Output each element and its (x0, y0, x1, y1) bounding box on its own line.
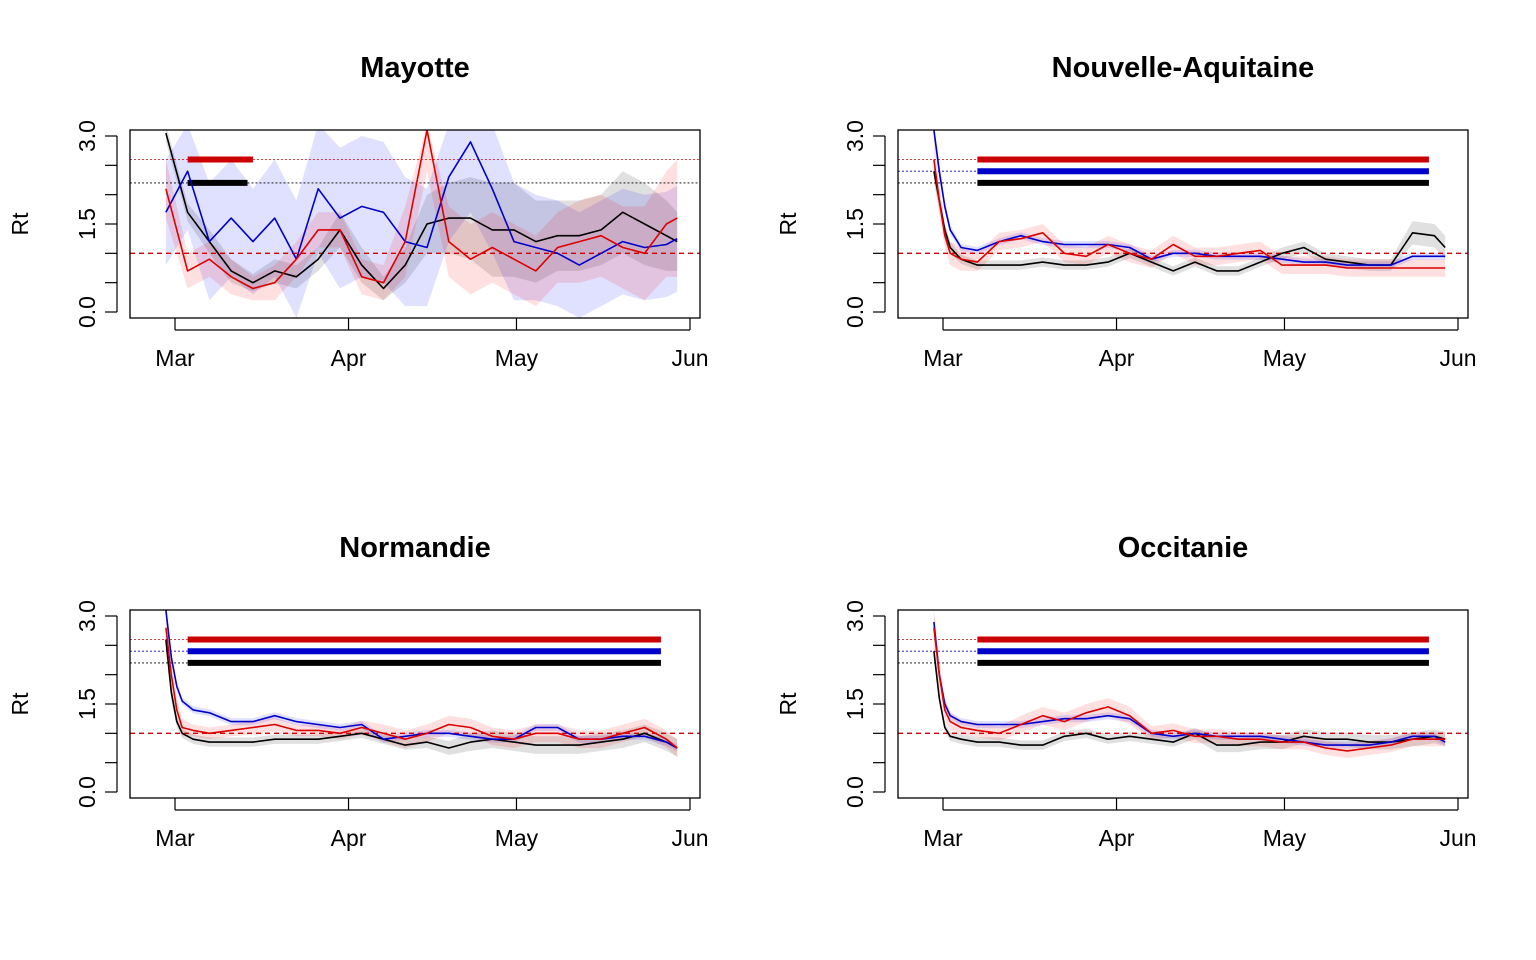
x-tick-label: Jun (1439, 345, 1476, 371)
series-line (933, 159, 1446, 269)
chart-title: Nouvelle-Aquitaine (1052, 52, 1315, 84)
y-axis-label: Rt (7, 212, 33, 236)
confidence-band (165, 610, 678, 757)
plot-area (898, 610, 1468, 758)
x-tick-label: Apr (331, 825, 367, 851)
y-tick-label: 0.0 (74, 296, 100, 328)
panel-normandie: 0.0 1.5 3.0 Rt Mar Apr May Jun Normandie (7, 532, 709, 851)
plot-frame (897, 129, 1469, 319)
x-tick-label: Jun (671, 825, 708, 851)
series-line (165, 639, 678, 749)
panel-mayotte: 0.0 1.5 3.0 Rt Mar Apr May Jun Mayotte (7, 52, 709, 371)
chart-title: Normandie (339, 532, 490, 564)
y-axis-label: Rt (775, 212, 801, 236)
y-tick-label: 3.0 (74, 600, 100, 632)
y-axis-label: Rt (7, 692, 33, 716)
y-tick-label: 0.0 (842, 776, 868, 808)
y-axis-label: Rt (775, 692, 801, 716)
confidence-band (165, 130, 678, 301)
plot-area (130, 130, 700, 318)
series-line (933, 627, 1446, 752)
x-tick-label: Mar (155, 345, 195, 371)
chart-title: Occitanie (1118, 532, 1249, 564)
plot-area (130, 610, 700, 757)
confidence-band (165, 130, 678, 318)
y-tick-label: 1.5 (74, 208, 100, 240)
series-line (933, 651, 1446, 746)
x-tick-label: Mar (923, 345, 963, 371)
x-tick-label: Mar (923, 825, 963, 851)
y-tick-label: 0.0 (74, 776, 100, 808)
confidence-band (933, 141, 1446, 277)
plot-frame (897, 609, 1469, 799)
y-tick-label: 3.0 (842, 600, 868, 632)
chart-title: Mayotte (360, 52, 470, 84)
x-tick-label: Mar (155, 825, 195, 851)
x-tick-label: May (495, 345, 539, 371)
series-line (933, 171, 1446, 272)
plot-frame (129, 129, 701, 319)
y-tick-label: 0.0 (842, 296, 868, 328)
confidence-band (165, 610, 678, 752)
series-line (165, 132, 678, 290)
plot-area (898, 130, 1468, 277)
panel-nouvelle-aquitaine: 0.0 1.5 3.0 Rt Mar Apr May Jun Nouvelle-Aquitain… (775, 52, 1477, 371)
series-line (933, 621, 1446, 746)
y-tick-label: 1.5 (74, 688, 100, 720)
confidence-band (165, 627, 678, 757)
x-tick-label: Jun (1439, 825, 1476, 851)
y-tick-label: 1.5 (842, 688, 868, 720)
y-tick-label: 1.5 (842, 208, 868, 240)
x-tick-label: Jun (671, 345, 708, 371)
series-line (933, 130, 1446, 266)
y-tick-label: 3.0 (74, 120, 100, 152)
y-tick-label: 3.0 (842, 120, 868, 152)
x-tick-label: Apr (331, 345, 367, 371)
series-line (165, 627, 678, 749)
panel-occitanie: 0.0 1.5 3.0 Rt Mar Apr May Jun Occitanie (775, 532, 1477, 851)
x-tick-label: May (1263, 345, 1307, 371)
x-tick-label: May (495, 825, 539, 851)
x-tick-label: Apr (1099, 825, 1135, 851)
plot-frame (129, 609, 701, 799)
x-tick-label: Apr (1099, 345, 1135, 371)
x-tick-label: May (1263, 825, 1307, 851)
series-line (165, 141, 678, 266)
